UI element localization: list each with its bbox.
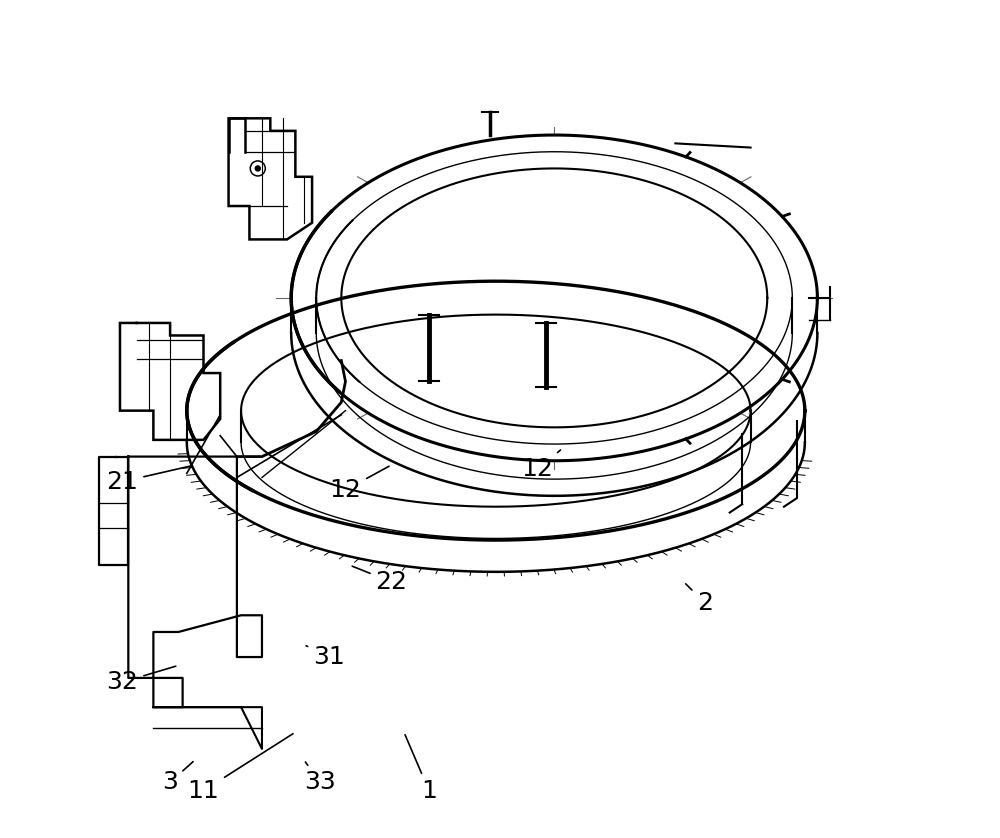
Text: 33: 33	[305, 762, 336, 794]
Text: 11: 11	[188, 734, 293, 803]
Text: 2: 2	[686, 584, 713, 615]
Text: 22: 22	[352, 566, 407, 594]
Text: 1: 1	[405, 735, 437, 803]
Circle shape	[255, 166, 260, 171]
Text: 12: 12	[330, 466, 389, 502]
Text: 12: 12	[522, 450, 561, 481]
Text: 31: 31	[306, 645, 345, 669]
Text: 32: 32	[107, 666, 176, 694]
Text: 21: 21	[107, 466, 192, 494]
Text: 3: 3	[162, 762, 193, 794]
